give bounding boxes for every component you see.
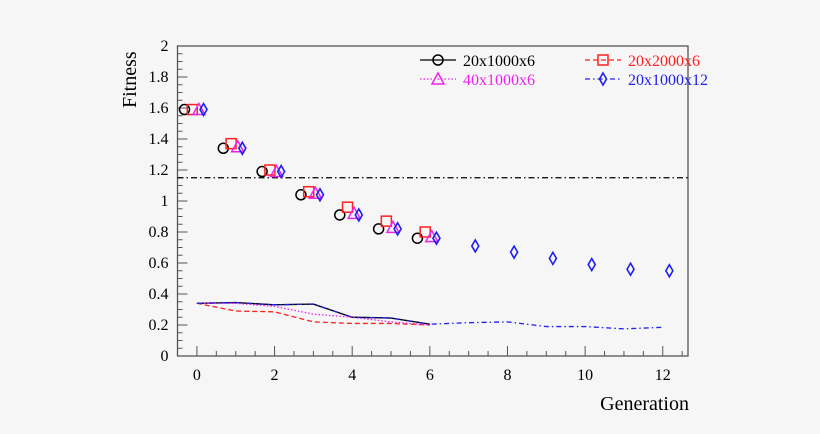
marker-20x2000x6	[341, 201, 354, 213]
marker-20x1000x12	[315, 187, 325, 203]
marker-20x1000x12	[509, 244, 519, 260]
y-tick-label: 1.6	[149, 100, 169, 117]
x-axis-label: Generation	[600, 393, 689, 415]
x-tick-label: 4	[348, 367, 356, 384]
legend-marker-20x1000x12	[598, 71, 608, 87]
marker-20x1000x6	[178, 103, 191, 116]
x-tick-label: 12	[655, 367, 671, 384]
legend-label: 20x2000x6	[628, 53, 700, 70]
legend-label: 20x1000x12	[628, 72, 708, 89]
marker-20x1000x12	[199, 101, 208, 118]
legend-marker-40x1000x6	[430, 71, 446, 85]
marker-40x1000x6	[191, 101, 207, 116]
legend: 20x1000x6 40x1000x6 20x2000x6 20x1000x12	[420, 53, 708, 89]
series-line-20x2000x6	[196, 302, 430, 326]
y-tick-label: 0.4	[149, 286, 169, 303]
marker-20x1000x12	[354, 207, 364, 223]
series-lines	[196, 301, 663, 330]
x-tick-label: 2	[271, 367, 279, 384]
marker-20x1000x12	[548, 250, 558, 266]
x-tick-label: 0	[193, 367, 201, 384]
y-tick-label: 0.8	[149, 224, 169, 241]
y-tick-label: 0.6	[149, 255, 169, 272]
series-line-20x1000x6	[196, 301, 430, 325]
axis-ticks: 0 2 4 6 8 10 12 0 0.2 0.4 0.6 0.8 1 1.2 1.4 1.6 1.8 2	[149, 38, 688, 384]
marker-20x1000x6	[256, 165, 268, 178]
marker-20x1000x12	[432, 230, 441, 246]
marker-20x1000x12	[626, 261, 635, 277]
marker-20x1000x12	[470, 238, 480, 254]
marker-20x1000x12	[393, 221, 403, 237]
x-tick-label: 10	[577, 367, 593, 384]
marker-40x1000x6	[269, 163, 284, 178]
marker-20x2000x6	[380, 215, 393, 227]
marker-20x1000x12	[276, 163, 286, 180]
marker-20x1000x6	[411, 232, 424, 244]
y-tick-label: 2	[161, 38, 169, 55]
series-line-20x1000x12	[196, 301, 663, 330]
marker-20x1000x12	[664, 263, 674, 279]
y-axis-label: Fitness	[119, 51, 141, 108]
y-tick-label: 0.2	[149, 317, 169, 334]
series-line-40x1000x6	[196, 302, 430, 326]
y-tick-label: 1.2	[149, 162, 169, 179]
plot-frame	[176, 45, 689, 357]
y-tick-label: 1.8	[149, 69, 169, 86]
marker-20x1000x6	[372, 223, 385, 235]
legend-marker-20x2000x6	[597, 54, 609, 66]
marker-20x2000x6	[419, 226, 431, 238]
legend-marker-20x1000x6	[432, 54, 444, 66]
marker-20x1000x12	[587, 256, 597, 273]
y-tick-label: 1.4	[149, 131, 169, 148]
marker-20x1000x6	[295, 189, 307, 201]
series-markers	[178, 101, 674, 279]
x-tick-label: 8	[503, 367, 511, 384]
y-tick-label: 0	[161, 348, 169, 365]
legend-label: 20x1000x6	[463, 53, 535, 70]
x-tick-label: 6	[426, 367, 434, 384]
legend-label: 40x1000x6	[463, 72, 535, 89]
marker-20x1000x12	[237, 140, 247, 156]
marker-20x1000x6	[334, 209, 346, 221]
y-tick-label: 1	[161, 193, 169, 210]
